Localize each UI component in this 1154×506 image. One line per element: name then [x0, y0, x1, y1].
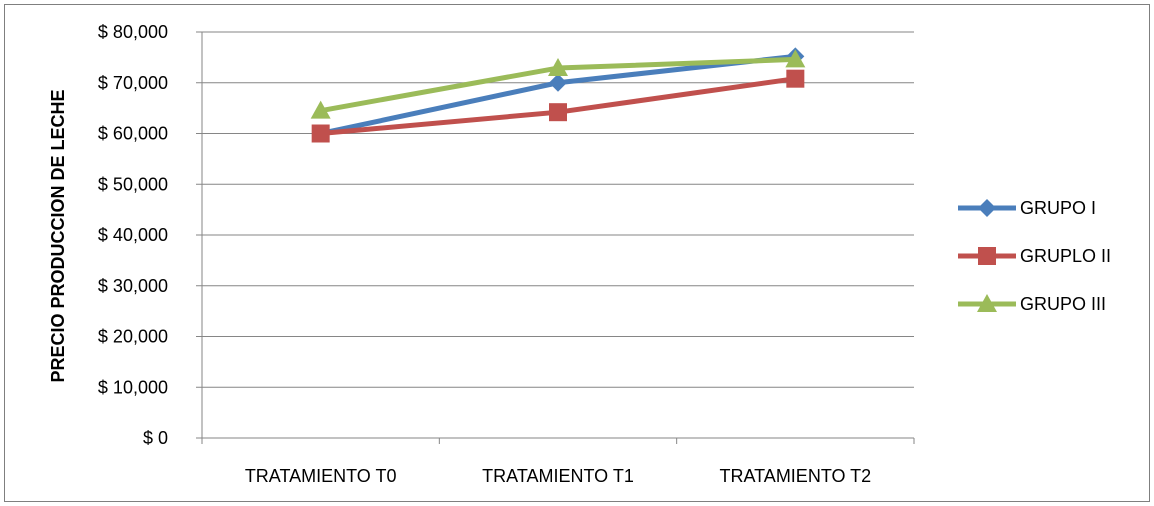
legend-marker — [978, 199, 996, 217]
data-point — [310, 100, 331, 119]
legend-label: GRUPO III — [1020, 294, 1106, 314]
data-point — [549, 103, 567, 122]
series-layer — [310, 47, 806, 143]
y-tick-label: $ 70,000 — [98, 73, 168, 93]
x-tick-label: TRATAMIENTO T1 — [482, 466, 634, 486]
y-tick-label: $ 10,000 — [98, 377, 168, 397]
y-tick-label: $ 50,000 — [98, 174, 168, 194]
axes — [196, 31, 915, 444]
y-tick-label: $ 0 — [143, 428, 168, 448]
data-point — [311, 124, 330, 143]
series-3 — [310, 49, 806, 119]
series-2 — [311, 69, 805, 143]
data-point — [549, 73, 567, 92]
legend-label: GRUPO I — [1020, 198, 1096, 218]
legend-item: GRUPLO II — [958, 246, 1111, 266]
y-tick-labels: $ 0 $ 10,000 $ 20,000 $ 30,000 $ 40,000 $ 50,… — [98, 22, 168, 448]
x-tick-labels: TRATAMIENTO T0 TRATAMIENTO T1 TRATAMIENTO … — [245, 466, 871, 486]
x-tick-label: TRATAMIENTO T0 — [245, 466, 397, 486]
data-point — [548, 58, 568, 77]
legend: GRUPO I GRUPLO II GRUPO III — [958, 198, 1111, 314]
y-tick-label: $ 60,000 — [98, 124, 168, 144]
legend-item: GRUPO III — [958, 294, 1106, 314]
y-tick-label: $ 40,000 — [98, 225, 168, 245]
y-tick-label: $ 20,000 — [98, 327, 168, 347]
legend-marker — [978, 247, 996, 265]
legend-marker — [977, 294, 997, 312]
y-tick-label: $ 30,000 — [98, 276, 168, 296]
legend-label: GRUPLO II — [1020, 246, 1111, 266]
legend-item: GRUPO I — [958, 198, 1096, 218]
chart-frame — [4, 4, 1150, 502]
x-tick-label: TRATAMIENTO T2 — [719, 466, 871, 486]
data-point — [785, 49, 806, 68]
data-point — [786, 69, 805, 88]
y-tick-label: $ 80,000 — [98, 22, 168, 42]
y-axis-label: PRECIO PRODUCCION DE LECHE — [48, 89, 68, 382]
